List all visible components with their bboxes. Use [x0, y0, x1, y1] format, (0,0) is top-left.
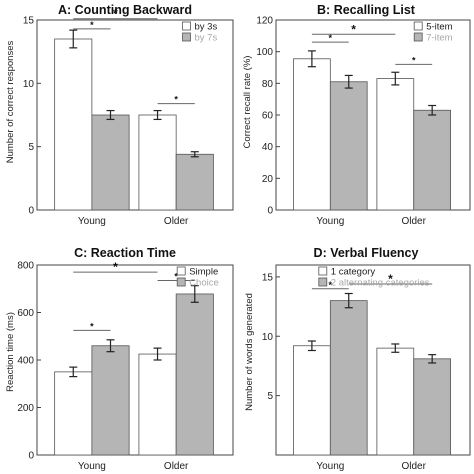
panel-title: C: Reaction Time — [74, 246, 176, 260]
legend-swatch — [182, 32, 191, 42]
legend-label: 1 category — [331, 267, 376, 278]
bar — [329, 81, 368, 211]
legend-swatch — [176, 277, 186, 287]
significance-star: * — [90, 321, 94, 331]
bar — [54, 371, 93, 456]
y-axis-label: Reaction time (ms) — [5, 312, 16, 392]
y-tick-label: 0 — [267, 206, 273, 217]
bar — [293, 58, 331, 211]
y-tick-label: 10 — [23, 79, 35, 90]
legend-swatch — [413, 21, 423, 31]
bar — [91, 114, 130, 211]
legend-label: by 7s — [195, 33, 218, 44]
significance-star: * — [329, 280, 333, 290]
significance-star: * — [113, 7, 118, 21]
panel-title: D: Verbal Fluency — [314, 246, 419, 260]
y-tick-label: 600 — [17, 308, 34, 319]
y-tick-label: 15 — [23, 16, 35, 27]
bar — [175, 153, 214, 211]
y-axis-label: Number of correct responses — [5, 41, 16, 164]
plot-frame — [36, 19, 234, 211]
y-tick-label: 100 — [256, 47, 273, 58]
y-tick-label: 800 — [17, 261, 34, 272]
bar — [175, 293, 214, 456]
significance-star: * — [90, 20, 94, 30]
legend-swatch — [182, 21, 191, 31]
x-tick-label: Older — [164, 461, 189, 472]
significance-star: * — [351, 22, 356, 36]
bar — [138, 353, 177, 456]
significance-star: * — [388, 272, 393, 286]
bar — [376, 78, 415, 211]
panel-c: C: Reaction Time Reaction time (ms) — [5, 246, 176, 392]
panel-title: A: Counting Backward — [58, 3, 192, 17]
bar — [138, 114, 177, 211]
x-tick-label: Older — [402, 216, 427, 227]
bar — [376, 347, 415, 456]
x-tick-label: Young — [78, 216, 106, 227]
y-tick-label: 400 — [17, 356, 34, 367]
y-tick-label: 15 — [262, 272, 274, 283]
bar — [413, 109, 451, 211]
legend-label: Choice — [189, 278, 219, 289]
legend-label: by 3s — [195, 22, 218, 33]
legend-label: Simple — [189, 267, 218, 278]
legend-label: 7-item — [426, 33, 452, 44]
y-tick-label: 0 — [28, 206, 34, 217]
y-tick-label: 40 — [262, 142, 274, 153]
panel-title: B: Recalling List — [317, 3, 416, 17]
significance-star: * — [174, 271, 178, 281]
x-tick-label: Young — [78, 461, 106, 472]
bar — [293, 345, 331, 456]
bar — [329, 300, 368, 456]
y-tick-label: 0 — [28, 451, 34, 462]
y-axis-label: Correct recall rate (%) — [242, 56, 253, 149]
panel-b: B: Recalling List Correct recall rate (%… — [242, 3, 416, 148]
panel-a: A: Counting Backward Number of correct r… — [5, 3, 192, 163]
plot-frame — [275, 264, 471, 456]
significance-star: * — [329, 33, 333, 43]
legend-swatch — [318, 277, 328, 287]
y-tick-label: 60 — [262, 111, 274, 122]
y-tick-label: 80 — [262, 79, 274, 90]
bar — [91, 345, 130, 456]
x-tick-label: Young — [316, 216, 344, 227]
significance-star: * — [113, 260, 118, 274]
legend-swatch — [413, 32, 423, 42]
y-tick-label: 20 — [262, 174, 274, 185]
legend-swatch — [318, 266, 328, 276]
x-tick-label: Older — [402, 461, 427, 472]
x-tick-label: Older — [164, 216, 189, 227]
y-tick-label: 10 — [262, 332, 274, 343]
significance-star: * — [174, 95, 178, 105]
y-tick-label: 200 — [17, 403, 34, 414]
legend-swatch — [176, 266, 186, 276]
y-tick-label: 120 — [256, 16, 273, 27]
y-tick-label: 5 — [267, 391, 273, 402]
panel-d: D: Verbal Fluency Number of words genera… — [244, 246, 418, 411]
x-tick-label: Young — [316, 461, 344, 472]
legend-label: 2 alternating categories — [331, 278, 430, 289]
bar — [413, 358, 451, 456]
legend-label: 5-item — [426, 22, 452, 33]
y-tick-label: 5 — [28, 142, 34, 153]
significance-star: * — [412, 55, 416, 65]
bar — [54, 38, 93, 211]
y-axis-label: Number of words generated — [244, 293, 255, 411]
